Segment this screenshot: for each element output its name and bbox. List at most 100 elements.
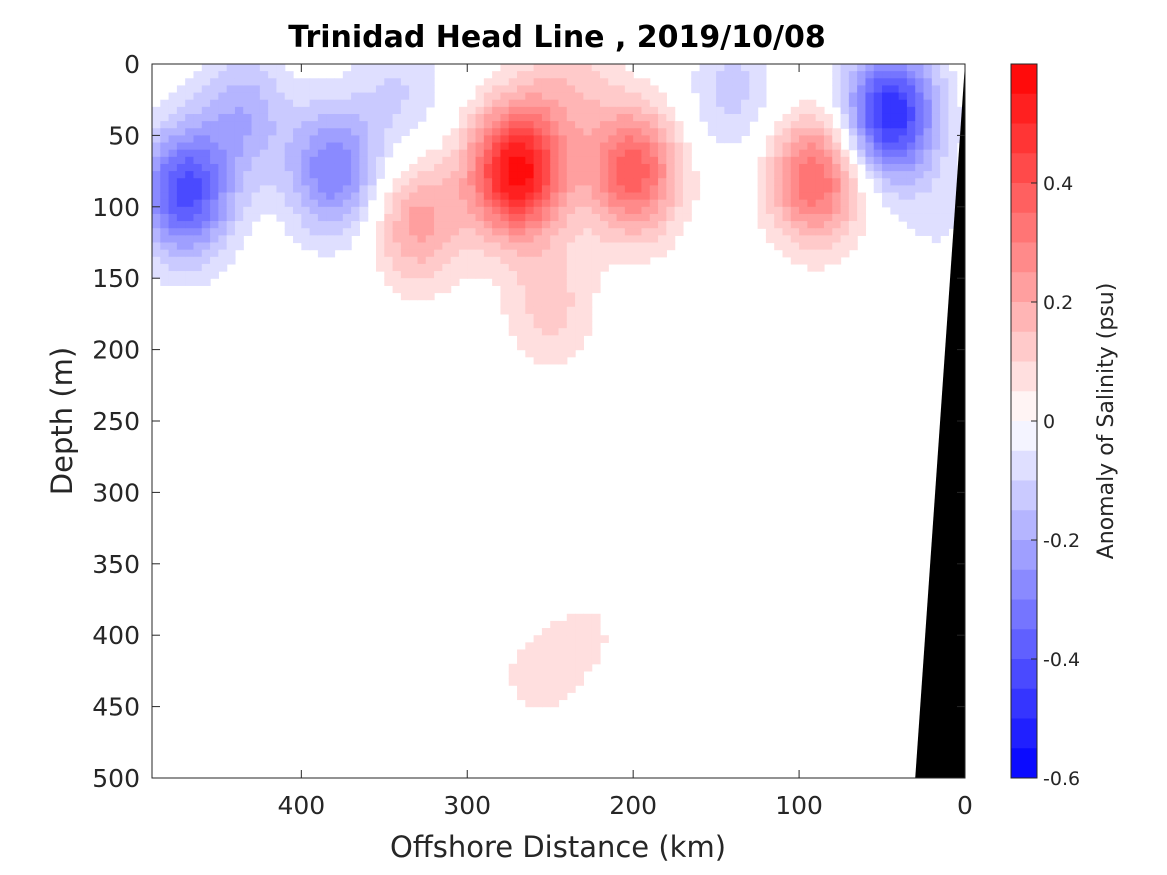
contour-cell — [790, 171, 800, 179]
contour-cell — [575, 121, 584, 129]
contour-cell — [359, 71, 369, 79]
contour-cell — [823, 113, 833, 122]
contour-cell — [641, 213, 651, 222]
contour-cell — [234, 178, 244, 186]
contour-cell — [550, 642, 560, 651]
contour-cell — [707, 99, 717, 108]
contour-cell — [193, 263, 203, 272]
contour-cell — [193, 163, 203, 172]
contour-cell — [716, 85, 726, 94]
contour-cell — [458, 199, 468, 208]
contour-cell — [575, 256, 584, 265]
contour-cell — [575, 613, 584, 622]
contour-cell — [168, 128, 178, 136]
contour-cell — [724, 121, 734, 129]
contour-cell — [566, 92, 576, 101]
contour-cell — [666, 156, 676, 165]
contour-cell — [533, 292, 543, 301]
contour-cell — [649, 192, 659, 201]
contour-cell — [218, 64, 228, 72]
contour-cell — [541, 228, 551, 236]
chart-title: Trinidad Head Line , 2019/10/08 — [288, 20, 825, 55]
contour-cell — [492, 221, 502, 229]
contour-cell — [550, 263, 560, 272]
colorbar-segment — [1011, 212, 1037, 243]
contour-cell — [575, 113, 584, 122]
contour-cell — [152, 249, 161, 258]
contour-cell — [890, 113, 900, 122]
contour-cell — [541, 199, 551, 208]
contour-cell — [707, 106, 717, 115]
contour-cell — [392, 285, 402, 294]
contour-cell — [351, 64, 360, 72]
contour-cell — [525, 199, 535, 208]
contour-cell — [160, 185, 170, 194]
contour-cell — [384, 249, 394, 258]
contour-cell — [210, 213, 219, 222]
contour-cell — [707, 85, 717, 94]
contour-cell — [624, 199, 634, 208]
contour-cell — [575, 149, 584, 158]
contour-cell — [906, 156, 916, 165]
contour-cell — [268, 185, 278, 194]
contour-cell — [550, 356, 560, 365]
contour-cell — [525, 92, 535, 101]
contour-cell — [359, 121, 369, 129]
contour-cell — [276, 171, 286, 179]
contour-cell — [906, 142, 916, 151]
contour-cell — [508, 678, 518, 686]
contour-cell — [517, 306, 526, 315]
contour-cell — [483, 178, 493, 186]
contour-cell — [823, 121, 833, 129]
contour-cell — [558, 113, 568, 122]
contour-cell — [176, 221, 186, 229]
contour-cell — [940, 171, 950, 179]
contour-cell — [500, 178, 510, 186]
contour-cell — [583, 620, 593, 629]
contour-cell — [558, 249, 568, 258]
contour-cell — [541, 335, 551, 344]
contour-cell — [517, 71, 526, 79]
contour-cell — [566, 178, 576, 186]
contour-cell — [558, 206, 568, 215]
contour-cell — [384, 92, 394, 101]
contour-cell — [234, 192, 244, 201]
contour-cell — [807, 199, 817, 208]
contour-cell — [915, 171, 925, 179]
contour-cell — [525, 78, 535, 87]
contour-cell — [848, 92, 858, 101]
contour-cell — [417, 99, 427, 108]
contour-cell — [658, 228, 667, 236]
contour-cell — [799, 256, 808, 265]
contour-cell — [392, 135, 402, 144]
contour-cell — [550, 121, 560, 129]
contour-cell — [848, 221, 858, 229]
contour-cell — [616, 228, 626, 236]
contour-cell — [923, 92, 933, 101]
contour-cell — [533, 349, 543, 358]
contour-cell — [400, 99, 410, 108]
contour-cell — [483, 128, 493, 136]
contour-cell — [218, 113, 228, 122]
contour-cell — [641, 242, 651, 251]
contour-cell — [517, 313, 526, 322]
contour-cell — [716, 71, 726, 79]
contour-cell — [375, 249, 385, 258]
contour-cell — [317, 171, 327, 179]
contour-cell — [417, 113, 427, 122]
contour-cell — [467, 106, 477, 115]
contour-cell — [948, 71, 958, 79]
contour-cell — [326, 235, 336, 244]
contour-cell — [732, 106, 742, 115]
contour-cell — [815, 263, 825, 272]
contour-cell — [707, 64, 717, 72]
contour-cell — [873, 99, 883, 108]
contour-cell — [865, 92, 875, 101]
contour-cell — [293, 106, 302, 115]
contour-cell — [898, 178, 908, 186]
contour-cell — [666, 113, 676, 122]
contour-cell — [508, 228, 518, 236]
contour-cell — [558, 278, 568, 286]
contour-cell — [317, 192, 327, 201]
contour-cell — [890, 135, 900, 144]
